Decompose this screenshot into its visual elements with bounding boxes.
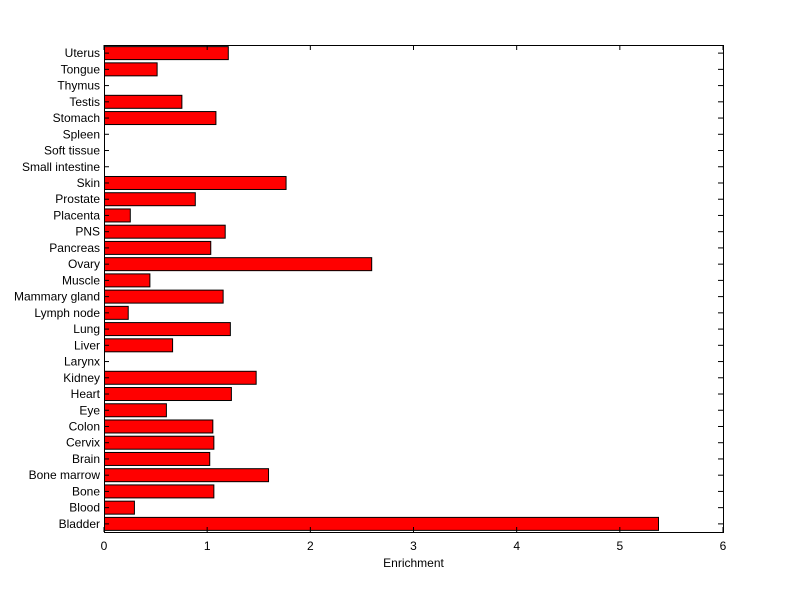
bar-lung: [104, 322, 231, 337]
category-label: Ovary: [68, 257, 100, 271]
bar-bone-marrow: [104, 468, 270, 483]
bar-tongue: [104, 62, 158, 77]
category-label: Mammary gland: [14, 290, 100, 304]
bar-stomach: [104, 111, 217, 126]
bar-kidney: [104, 370, 257, 385]
plot-frame: [104, 45, 724, 533]
category-label: Prostate: [55, 192, 100, 206]
bar-skin: [104, 175, 287, 190]
category-label: Testis: [69, 95, 100, 109]
category-label: Stomach: [53, 111, 100, 125]
bar-mammary-gland: [104, 289, 224, 304]
bar-pancreas: [104, 240, 212, 255]
category-label: Placenta: [53, 208, 100, 222]
x-tick-label: 6: [720, 539, 727, 553]
bars-group: [104, 46, 659, 531]
x-tick-label: 1: [204, 539, 211, 553]
bar-colon: [104, 419, 214, 434]
category-label: Thymus: [57, 79, 100, 93]
category-label: Eye: [79, 403, 100, 417]
bar-bone: [104, 484, 215, 499]
category-label: Larynx: [64, 355, 100, 369]
category-label: Pancreas: [49, 241, 100, 255]
bar-eye: [104, 403, 167, 418]
category-label: Uterus: [65, 46, 100, 60]
bar-uterus: [104, 46, 229, 61]
category-label: Soft tissue: [44, 144, 100, 158]
x-tick-label: 5: [616, 539, 623, 553]
category-label: Spleen: [63, 127, 100, 141]
bar-pns: [104, 224, 226, 239]
category-label: Lung: [73, 322, 100, 336]
bar-ovary: [104, 257, 373, 272]
labels-group: Bladder Blood Bone Bone marrow Brain Cervix Co…: [14, 46, 727, 553]
category-label: Heart: [71, 387, 101, 401]
x-tick-label: 2: [307, 539, 314, 553]
category-label: Muscle: [62, 273, 100, 287]
category-label: Lymph node: [34, 306, 100, 320]
category-label: PNS: [75, 225, 100, 239]
x-tick-label: 3: [410, 539, 417, 553]
category-label: Bone marrow: [29, 468, 101, 482]
x-axis-label: Enrichment: [383, 556, 444, 570]
bar-heart: [104, 387, 232, 402]
category-label: Skin: [77, 176, 100, 190]
x-tick-label: 4: [513, 539, 520, 553]
category-label: Cervix: [66, 436, 100, 450]
category-label: Tongue: [61, 62, 101, 76]
category-label: Colon: [69, 419, 100, 433]
bar-testis: [104, 94, 183, 109]
bar-liver: [104, 338, 174, 353]
bar-cervix: [104, 435, 215, 450]
category-label: Blood: [69, 501, 100, 515]
bar-bladder: [104, 516, 659, 531]
category-label: Small intestine: [22, 160, 100, 174]
category-label: Kidney: [63, 371, 100, 385]
category-label: Liver: [74, 338, 100, 352]
category-label: Brain: [72, 452, 100, 466]
bar-prostate: [104, 192, 196, 207]
category-label: Bone: [72, 484, 100, 498]
x-tick-label: 0: [101, 539, 108, 553]
category-label: Bladder: [59, 517, 100, 531]
bar-muscle: [104, 273, 151, 288]
bar-brain: [104, 451, 211, 466]
